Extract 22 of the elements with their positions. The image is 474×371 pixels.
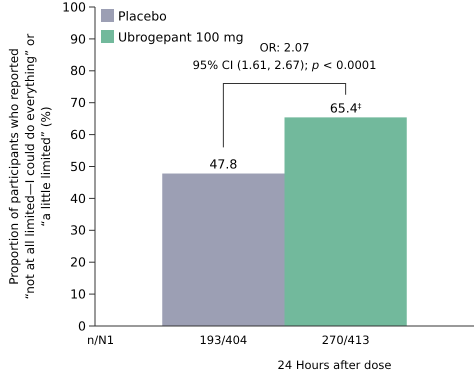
- data-label: 65.4$^{‡}$: [330, 100, 362, 116]
- text: 193/404: [199, 333, 248, 347]
- legend-label: Ubrogepant 100 mg: [118, 29, 244, 44]
- text: n/N1: [87, 333, 114, 347]
- y-tick-label: 50: [70, 158, 86, 174]
- x-axis-title: 24 Hours after dose: [278, 358, 392, 371]
- y-tick-label: 30: [70, 222, 86, 238]
- annotation: 95% CI (1.61, 2.67); p < 0.0001: [192, 58, 376, 72]
- data-label: 47.8: [209, 156, 238, 172]
- legend-label: Placebo: [118, 8, 167, 24]
- y-tick-label: 40: [70, 190, 86, 206]
- y-tick-label: 20: [70, 254, 86, 270]
- y-tick-label: 60: [70, 126, 86, 142]
- y-tick-label: 70: [70, 95, 86, 110]
- y-axis-title: Proportion of participants who reported “not at all limited—I could do everything” or “a little limited” (%): [7, 34, 53, 300]
- y-tick-label: 90: [70, 31, 86, 46]
- y-tick-label: 80: [70, 63, 86, 78]
- y-tick-label: 10: [70, 286, 86, 302]
- y-tick-label: 100: [62, 0, 86, 14]
- text: 270/413: [322, 333, 370, 347]
- annotation: OR: 2.07: [260, 40, 310, 55]
- y-tick-label: 0: [78, 318, 86, 334]
